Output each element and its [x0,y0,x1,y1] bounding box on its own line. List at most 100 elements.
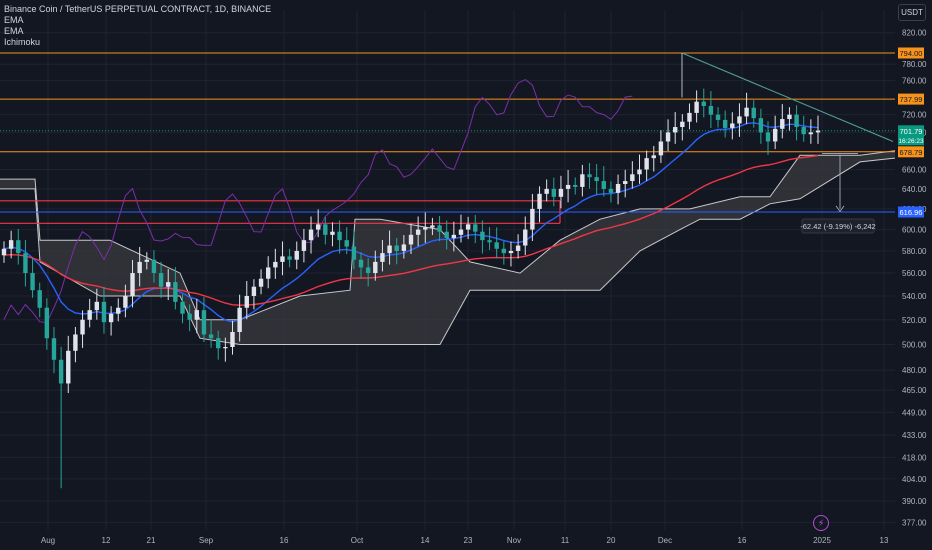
price-tick-label: 433.00 [902,431,927,440]
candle-body [765,132,771,142]
price-tick-label: 520.00 [902,316,927,325]
candle-body [387,245,392,254]
candle-body [623,181,628,184]
candle-body [737,116,742,124]
candle-body [715,114,721,120]
time-label: 2025 [813,536,831,545]
price-tick-label: 760.00 [902,77,927,86]
price-tick-label: 580.00 [902,247,927,256]
candle-body [665,132,671,142]
legend-ichimoku[interactable]: Ichimoku [4,37,41,47]
candle-body [216,338,221,349]
legend-ema-2[interactable]: EMA [4,26,24,36]
candle-body [794,114,799,128]
candle-body [358,259,364,268]
candle-body [508,250,514,254]
candle-body [551,188,557,197]
candle-body [94,301,100,311]
price-tag-label: 616.96 [900,208,923,217]
price-tag-countdown: 16:26:23 [898,138,924,145]
candle-body [237,307,242,332]
candle-body [708,105,714,115]
candle-body [116,307,121,314]
currency-button[interactable]: USDT [898,4,926,21]
lightning-icon[interactable]: ⚡ [813,515,829,531]
candle-body [637,169,642,175]
candle-body [30,273,35,291]
price-tick-label: 480.00 [902,366,927,375]
horizontal-levels [0,52,895,224]
candle-body [51,338,57,360]
price-tick-label: 540.00 [902,292,927,301]
price-tick-label: 600.00 [902,226,927,235]
price-tick-label: 660.00 [902,165,927,174]
candle-body [87,310,92,320]
candle-body [137,261,142,274]
candle-body [437,225,442,232]
price-tag-box [898,93,924,105]
candle-body [151,259,157,274]
time-label: 14 [421,536,430,545]
candle-body [722,119,728,128]
price-axis: 820.00780.00760.00720.00700.00660.00640.… [898,29,927,527]
price-tick-label: 377.00 [902,518,927,527]
measure-arrow-icon [835,205,845,213]
candle-body [180,301,185,314]
candle-body [808,132,814,135]
candle-body [687,112,692,122]
candle-body [565,184,571,189]
candle-body [415,229,421,235]
legend-ema-1[interactable]: EMA [4,15,24,25]
candles [1,88,821,489]
candle-body [294,250,299,260]
candle-body [730,123,735,128]
chart-legend: Binance Coin / TetherUS PERPETUAL CONTRA… [4,4,271,48]
price-tag-box [898,125,924,146]
price-tick-label: 780.00 [902,60,927,69]
price-tag-label: 701.79 [900,127,923,136]
candle-body [230,331,235,348]
candle-body [780,119,785,129]
candle-body [173,282,178,302]
candle-body [187,313,192,320]
time-axis: Aug 12 21 Sep 16 Oct 14 23 Nov 11 20 Dec 16 2025 13 [41,536,889,545]
candle-body [73,334,78,351]
price-tick-label: 418.00 [902,453,927,462]
candle-body [373,261,378,274]
ema-slow-line [3,154,819,306]
cloud-fill [0,150,895,345]
candle-body [130,273,135,296]
candle-body [494,242,499,249]
candle-body [608,188,614,193]
drawings: -62.42 (-9.19%) -6,242 [681,52,894,234]
price-tick-label: 720.00 [902,111,927,120]
candle-body [430,225,435,228]
candle-body [37,290,42,308]
time-label: Aug [41,536,55,545]
candle-body [473,224,478,232]
candle-body [458,229,464,235]
candle-body [315,224,321,230]
candle-body [558,188,564,197]
candle-body [651,155,656,159]
price-tick-label: 449.00 [902,408,927,417]
candle-body [308,229,314,241]
candle-body [672,127,678,133]
candle-body [258,278,264,287]
price-tag-box [898,206,924,218]
candle-body [16,240,21,254]
candle-body [751,107,756,119]
candle-body [337,231,342,241]
candle-body [544,188,549,194]
candle-body [480,231,485,241]
time-label: Sep [199,536,214,545]
candle-body [465,224,471,230]
price-tag-label: 678.79 [900,148,923,157]
candle-body [801,127,806,135]
candle-body [587,174,592,178]
legend-symbol[interactable]: Binance Coin / TetherUS PERPETUAL CONTRA… [4,4,272,14]
candle-body [365,267,371,274]
candle-body [273,261,278,268]
candle-body [523,229,528,246]
